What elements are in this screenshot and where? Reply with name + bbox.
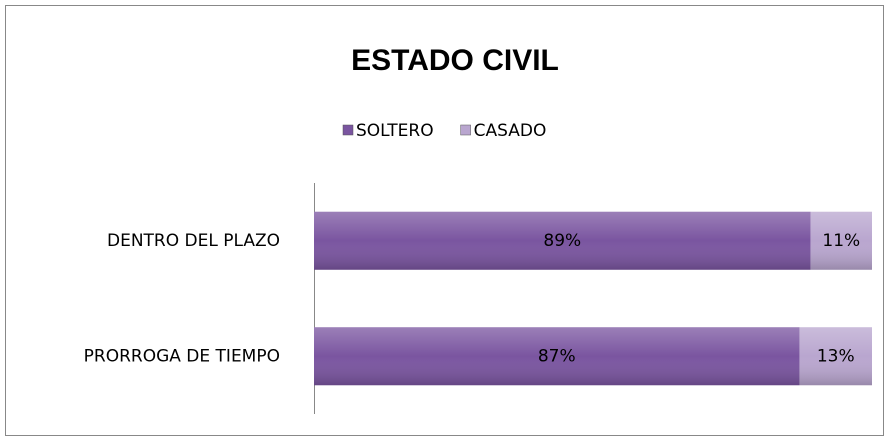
legend-swatch [460,124,471,136]
bar-shade [810,211,872,270]
bar-shade [799,327,872,386]
y-tick-label: PRORROGA DE TIEMPO [84,346,280,366]
legend-swatch [342,124,354,136]
data-label: 89% [543,231,581,251]
bar-shade [314,211,811,270]
data-label: 87% [538,346,576,366]
legend-label: CASADO [474,121,547,141]
data-label: 11% [822,231,860,251]
chart-title: ESTADO CIVIL [351,44,559,77]
legend-label: SOLTERO [356,121,434,141]
data-label: 13% [817,346,855,366]
bar-shade [314,327,800,386]
y-tick-label: DENTRO DEL PLAZO [107,231,280,251]
